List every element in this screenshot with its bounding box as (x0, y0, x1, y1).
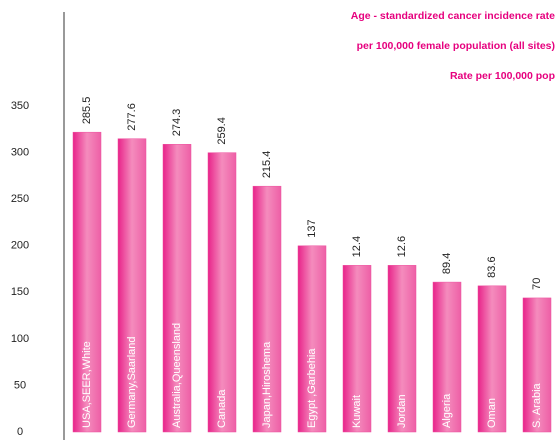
bar-label: 70 (531, 278, 543, 290)
chart-title: Rate per 100,000 pop (450, 70, 555, 82)
category-label: Algeria (441, 393, 453, 428)
bar (162, 144, 192, 433)
bar (72, 131, 102, 433)
y-tick-label: 350 (11, 100, 29, 112)
category-label: Kuwait (351, 395, 363, 428)
category-label: Australia,Queensland (171, 323, 183, 428)
bar-label: 277.6 (126, 103, 138, 131)
bar-label: 215.4 (261, 151, 273, 179)
bar (297, 245, 327, 433)
category-label: Germany,Saarland (126, 336, 138, 428)
bar (252, 185, 282, 433)
bar-label: 259.4 (216, 117, 228, 145)
bar (432, 281, 462, 433)
bar-label: 137 (306, 219, 318, 237)
bar-label: 285.5 (81, 97, 93, 125)
category-label: Egypt ,Garbehia (306, 348, 318, 428)
y-tick-label: 250 (11, 193, 29, 205)
category-label: Jordan (396, 394, 408, 428)
y-tick-label: 100 (11, 333, 29, 345)
bar (477, 285, 507, 433)
chart-title: Age - standardized cancer incidence rate (351, 10, 555, 22)
bar (342, 265, 372, 433)
bar-label: 89.4 (441, 253, 453, 274)
y-tick-label: 150 (11, 286, 29, 298)
chart-title: per 100,000 female population (all sites… (357, 40, 555, 52)
bar-label: 83.6 (486, 256, 498, 277)
category-label: S. Arabia (531, 382, 543, 428)
category-label: USA,SEER,White (81, 341, 93, 428)
bar (387, 265, 417, 433)
y-tick-label: 50 (14, 379, 26, 391)
bar-label: 12.4 (351, 236, 363, 257)
y-tick-label: 300 (11, 147, 29, 159)
category-label: Oman (486, 398, 498, 428)
bar (117, 138, 147, 433)
bar (207, 152, 237, 433)
bar (522, 297, 552, 433)
y-tick-label: 200 (11, 240, 29, 252)
y-tick-label: 0 (17, 426, 23, 438)
category-label: Japan,Hiroshema (261, 341, 273, 428)
bar-label: 274.3 (171, 109, 183, 137)
category-label: Canada (216, 389, 228, 428)
bar-label: 12.6 (396, 236, 408, 257)
